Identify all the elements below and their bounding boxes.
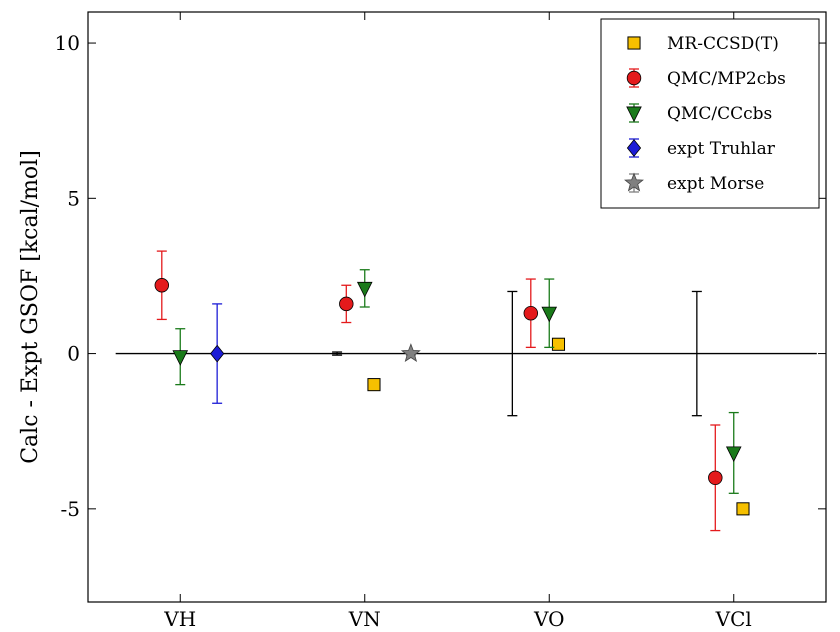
legend-label-1: QMC/MP2cbs [667, 69, 786, 89]
series-5-errorbar-2 [691, 290, 702, 417]
series-0-point-2 [736, 502, 750, 516]
x-tick-label-3: VCl [715, 607, 752, 631]
series-1-point-2 [523, 305, 539, 321]
x-tick-label-1: VN [348, 607, 381, 631]
legend-marker-2 [626, 106, 642, 123]
y-tick-label-0: 10 [55, 31, 80, 55]
series-4-point-0 [400, 343, 421, 363]
series-1-point-0 [154, 278, 170, 293]
series-1-point-1 [339, 296, 354, 312]
series-1-point-3 [708, 470, 723, 486]
series-4 [400, 343, 421, 363]
legend-marker-3 [626, 139, 642, 157]
legend-marker-4 [624, 172, 644, 192]
x-tick-label-0: VH [163, 607, 196, 631]
series-2 [172, 269, 742, 494]
series-2-point-1 [356, 281, 373, 298]
ticks-layer: 10 5 0 -5 VH VN VO VCl [55, 12, 826, 631]
series-0-point-1 [551, 337, 566, 351]
series-2-point-0 [172, 350, 189, 366]
series-2-point-3 [725, 446, 742, 463]
legend-marker-1 [626, 70, 642, 86]
series-1 [154, 250, 723, 532]
legend-marker-0 [627, 36, 641, 50]
series-5-errorbar-0 [332, 351, 343, 356]
y-axis-label: Calc - Expt GSOF [kcal/mol] [18, 150, 43, 464]
legend-label-2: QMC/CCcbs [667, 104, 772, 124]
series-0-point-0 [367, 378, 381, 392]
legend-label-4: expt Morse [667, 174, 764, 194]
series-3-point-0 [210, 344, 225, 363]
series-2-point-2 [541, 306, 558, 323]
y-tick-label-2: 0 [67, 342, 80, 366]
series-5 [332, 290, 702, 417]
plot-frame [87, 11, 827, 603]
marks-layer [154, 250, 750, 532]
x-tick-label-2: VO [533, 607, 565, 631]
legend: MR-CCSD(T) QMC/MP2cbs QMC/CCcbs expt Truhla… [600, 18, 820, 209]
series-0 [367, 337, 750, 516]
y-tick-label-3: -5 [61, 497, 80, 521]
series-3 [210, 303, 225, 404]
series-5-errorbar-1 [507, 290, 518, 417]
legend-label-3: expt Truhlar [667, 139, 776, 159]
y-tick-label-1: 5 [67, 186, 80, 210]
legend-label-0: MR-CCSD(T) [667, 34, 779, 54]
